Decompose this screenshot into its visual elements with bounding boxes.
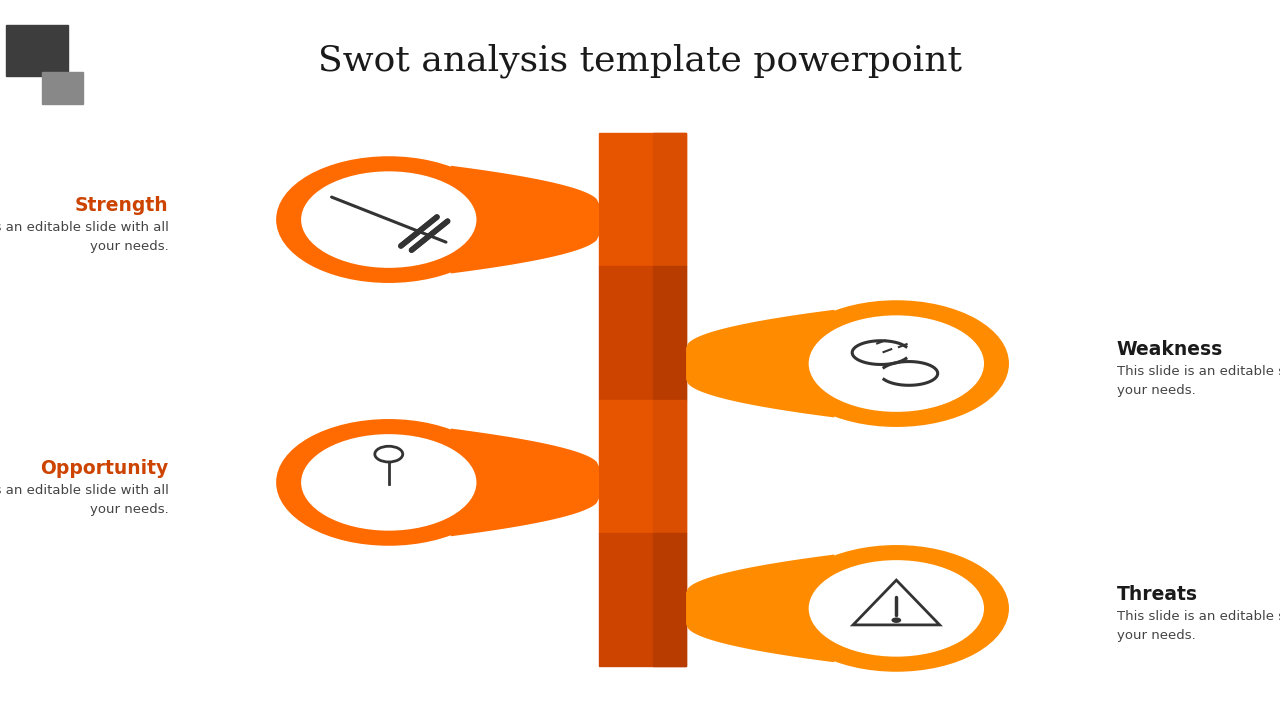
Polygon shape [451, 166, 599, 274]
Circle shape [806, 558, 987, 659]
Text: Opportunity: Opportunity [40, 459, 169, 478]
Circle shape [298, 169, 479, 270]
Bar [653, 533, 686, 666]
Circle shape [806, 313, 987, 414]
Circle shape [298, 432, 479, 533]
Text: This slide is an editable slide with all
your needs.: This slide is an editable slide with all… [1116, 610, 1280, 642]
Text: Weakness: Weakness [1116, 340, 1222, 359]
Circle shape [276, 419, 502, 546]
Bar [653, 133, 686, 266]
Circle shape [783, 300, 1009, 427]
Text: Threats: Threats [1116, 585, 1198, 604]
Bar [653, 266, 686, 400]
Circle shape [276, 156, 502, 283]
Bar [6, 25, 68, 76]
Bar [599, 400, 686, 533]
Text: This slide is an editable slide with all
your needs.: This slide is an editable slide with all… [0, 484, 169, 516]
Circle shape [783, 545, 1009, 672]
Text: This slide is an editable slide with all
your needs.: This slide is an editable slide with all… [0, 221, 169, 253]
Polygon shape [686, 554, 835, 662]
Bar [653, 400, 686, 533]
Circle shape [891, 618, 901, 623]
Polygon shape [451, 428, 599, 536]
Polygon shape [686, 310, 835, 418]
Bar [599, 266, 686, 400]
Bar [599, 533, 686, 666]
Bar [599, 133, 686, 266]
Text: Swot analysis template powerpoint: Swot analysis template powerpoint [317, 44, 963, 78]
Text: This slide is an editable slide with all
your needs.: This slide is an editable slide with all… [1116, 365, 1280, 397]
Text: Strength: Strength [74, 196, 169, 215]
Bar [42, 72, 83, 104]
